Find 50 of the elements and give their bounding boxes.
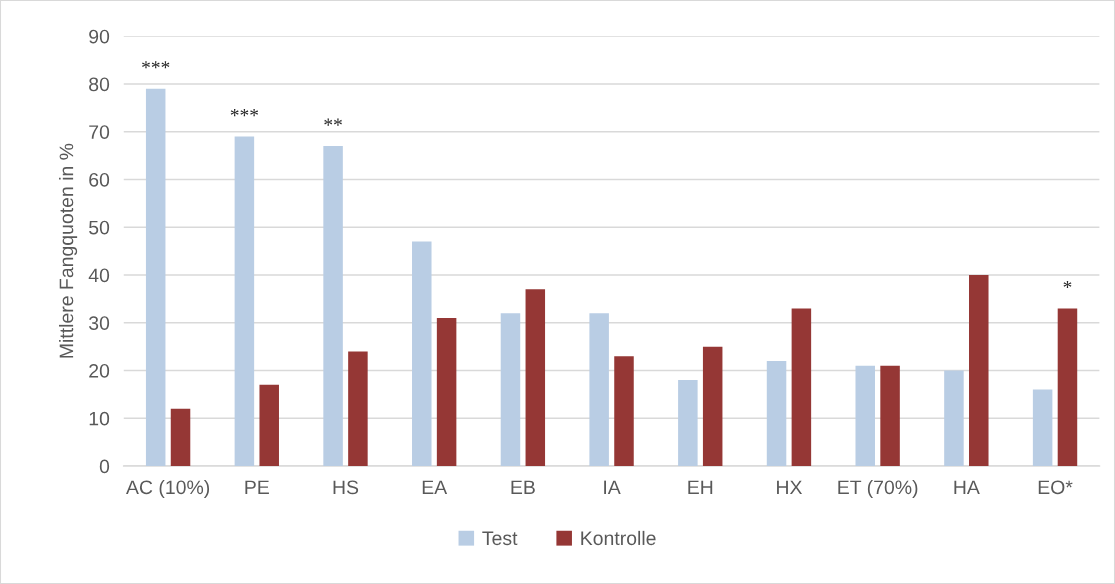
y-tick-label: 80 <box>89 77 110 92</box>
y-tick-label: 90 <box>89 29 110 44</box>
bar <box>766 360 787 467</box>
x-tick-label: HA <box>954 480 980 495</box>
bar <box>145 88 166 467</box>
bar <box>525 289 546 467</box>
bar <box>855 365 875 467</box>
bar <box>791 308 812 467</box>
bar <box>500 313 521 467</box>
bar <box>1057 308 1078 467</box>
x-tick-label: PE <box>245 480 269 495</box>
legend-label: Kontrolle <box>581 530 656 546</box>
bar <box>170 408 191 467</box>
y-tick-label: 20 <box>89 363 110 378</box>
x-tick-label: HS <box>333 480 359 495</box>
annotation: ** <box>324 118 342 126</box>
bar <box>678 380 698 467</box>
x-tick-label: EO* <box>1038 480 1073 495</box>
annotation: *** <box>230 109 259 117</box>
y-tick-label: 10 <box>89 411 110 426</box>
bar <box>234 136 255 467</box>
bar <box>412 241 432 467</box>
x-tick-label: EB <box>511 480 535 495</box>
bar <box>880 365 900 467</box>
annotation: *** <box>142 61 170 69</box>
x-tick-label: EH <box>688 480 713 495</box>
bar <box>436 317 457 467</box>
bar <box>589 313 609 467</box>
bar <box>348 351 368 467</box>
x-tick-label: AC (10%) <box>126 479 210 499</box>
y-tick-label: 0 <box>99 459 110 474</box>
bar <box>323 146 343 467</box>
y-tick-label: 60 <box>89 172 110 187</box>
bar <box>259 384 279 467</box>
y-tick-label: 50 <box>89 220 110 235</box>
x-tick-label: ET (70%) <box>838 479 918 499</box>
x-tick-label: IA <box>604 480 621 495</box>
x-tick-label: HX <box>777 480 803 495</box>
y-tick-label: 70 <box>89 125 110 139</box>
y-tick-label: 40 <box>88 268 110 283</box>
annotation: * <box>1063 280 1072 289</box>
y-axis-title: Mittlere Fangquoten in % <box>59 143 78 358</box>
y-tick-label: 30 <box>88 316 110 330</box>
legend-label: Test <box>482 531 518 546</box>
bar <box>969 275 989 467</box>
bar <box>1032 389 1053 467</box>
x-tick-label: EA <box>422 480 448 495</box>
bar <box>702 346 723 467</box>
bar <box>944 370 964 467</box>
bar <box>614 356 634 467</box>
